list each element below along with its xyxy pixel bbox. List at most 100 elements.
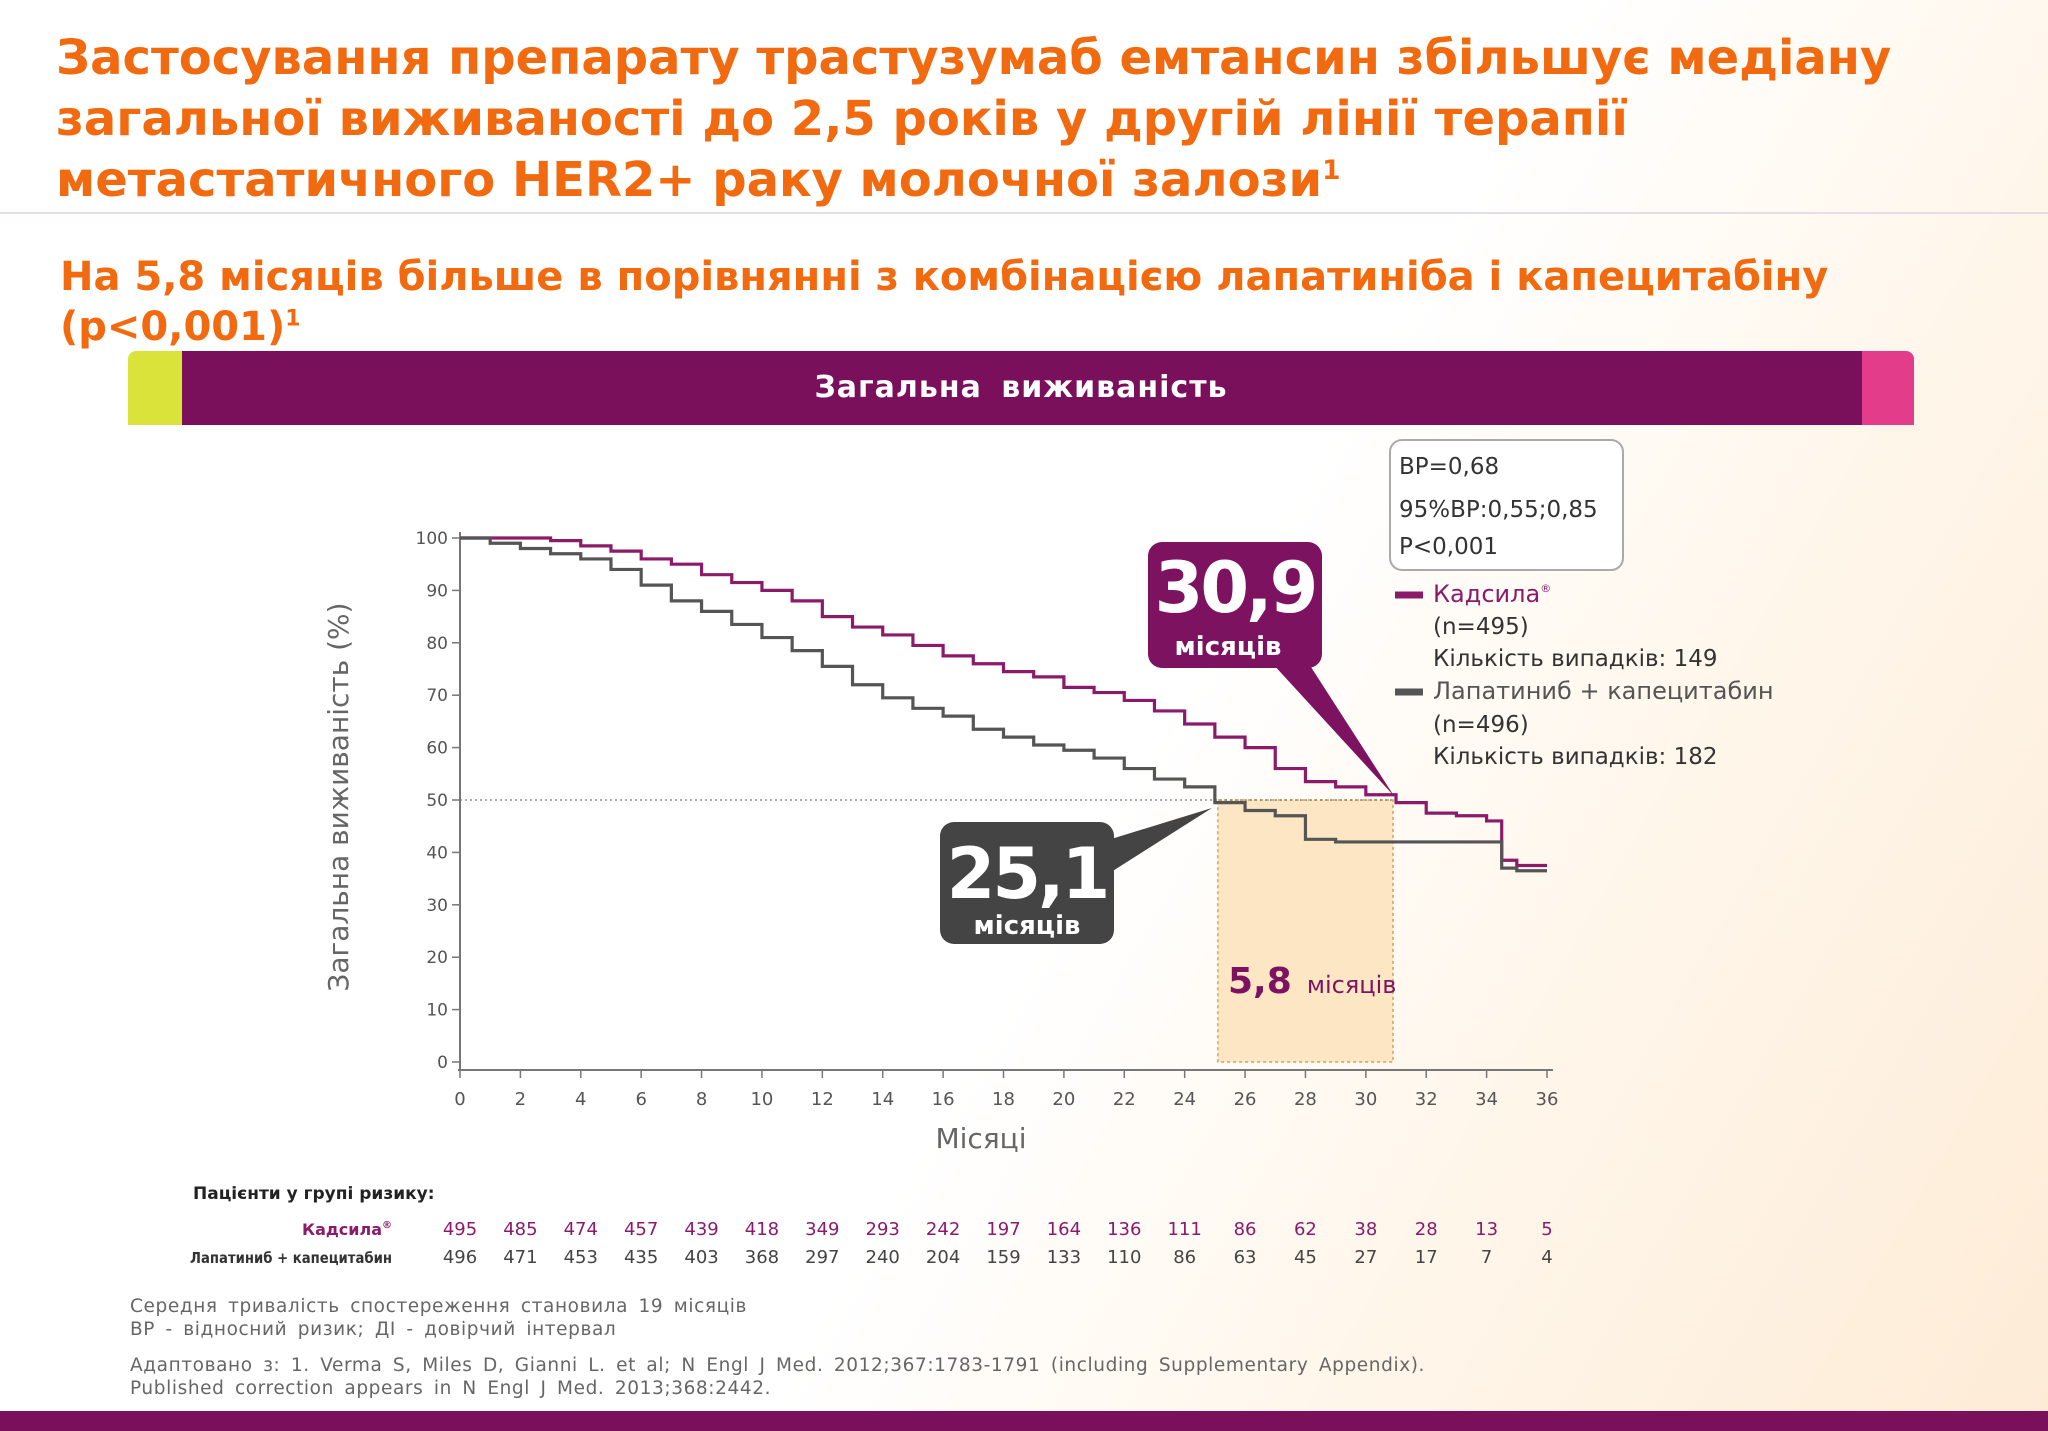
- x-tick-label: 8: [696, 1089, 707, 1110]
- x-tick-label: 4: [575, 1089, 586, 1110]
- risk-value-lapatinib: 4: [1541, 1247, 1552, 1268]
- y-axis-title: Загальна виживаність (%): [322, 602, 355, 991]
- risk-value-kadsyla: 485: [503, 1219, 537, 1240]
- x-tick-label: 28: [1294, 1089, 1317, 1110]
- legend-events-lapatinib: Кількість випадків: 182: [1433, 744, 1718, 770]
- footnote-correction: Published correction appears in N Engl J…: [130, 1378, 772, 1399]
- banner-accent-left: [128, 351, 182, 425]
- y-tick-label: 10: [426, 1001, 448, 1021]
- stats-ci: 95%ВР:0,55;0,85: [1399, 497, 1598, 523]
- risk-value-kadsyla: 164: [1047, 1219, 1081, 1240]
- risk-value-kadsyla: 418: [745, 1219, 779, 1240]
- y-tick-label: 50: [426, 791, 448, 811]
- risk-value-kadsyla: 38: [1354, 1219, 1377, 1240]
- page-subtitle: На 5,8 місяців більше в порівнянні з ком…: [60, 252, 2040, 352]
- page-title: Застосування препарату трастузумаб емтан…: [56, 28, 2016, 211]
- risk-row-label-kadsyla: Кадсила®: [302, 1220, 392, 1239]
- risk-value-kadsyla: 293: [866, 1219, 900, 1240]
- footnote-reference: Адаптовано з: 1. Verma S, Miles D, Giann…: [130, 1355, 1426, 1376]
- risk-value-lapatinib: 240: [866, 1247, 900, 1268]
- risk-value-kadsyla: 474: [564, 1219, 598, 1240]
- risk-value-kadsyla: 28: [1415, 1219, 1438, 1240]
- risk-value-lapatinib: 27: [1354, 1247, 1377, 1268]
- difference-highlight: [1217, 799, 1394, 1063]
- y-tick-label: 80: [426, 634, 448, 654]
- risk-value-lapatinib: 86: [1173, 1247, 1196, 1268]
- risk-table-title: Пацієнти у групі ризику:: [193, 1184, 435, 1204]
- risk-value-kadsyla: 111: [1167, 1219, 1201, 1240]
- difference-unit: місяців: [1307, 971, 1397, 999]
- x-tick-label: 14: [871, 1089, 894, 1110]
- title-line-3: метастатичного HER2+ раку молочної залоз…: [56, 152, 1323, 208]
- risk-value-lapatinib: 133: [1047, 1247, 1081, 1268]
- risk-value-lapatinib: 368: [745, 1247, 779, 1268]
- difference-label: 5,8 місяців: [1228, 961, 1396, 1002]
- difference-value: 5,8: [1228, 961, 1292, 1002]
- legend-label-lapatinib: Лапатиниб + капецитабин: [1433, 677, 1774, 705]
- banner-label: Загальна виживаність: [814, 370, 1228, 405]
- risk-value-lapatinib: 7: [1481, 1247, 1492, 1268]
- risk-value-kadsyla: 136: [1107, 1219, 1141, 1240]
- legend-n-kadsyla: (n=495): [1433, 614, 1529, 640]
- risk-value-lapatinib: 403: [684, 1247, 718, 1268]
- footer-bar: [0, 1411, 2048, 1431]
- risk-value-lapatinib: 453: [564, 1247, 598, 1268]
- risk-value-lapatinib: 17: [1415, 1247, 1438, 1268]
- x-tick-label: 22: [1113, 1089, 1136, 1110]
- risk-value-kadsyla: 197: [986, 1219, 1020, 1240]
- x-tick-label: 30: [1354, 1089, 1377, 1110]
- footnote-abbreviations: ВР - відносний ризик; ДІ - довірчий інте…: [130, 1319, 617, 1340]
- risk-value-lapatinib: 45: [1294, 1247, 1317, 1268]
- risk-value-kadsyla: 457: [624, 1219, 658, 1240]
- x-tick-label: 20: [1052, 1089, 1075, 1110]
- x-tick-label: 34: [1475, 1089, 1498, 1110]
- risk-value-kadsyla: 86: [1234, 1219, 1257, 1240]
- risk-value-kadsyla: 62: [1294, 1219, 1317, 1240]
- x-axis-title: Місяці: [935, 1122, 1026, 1155]
- stats-p: P<0,001: [1399, 534, 1498, 560]
- title-line-2: загальної виживаності до 2,5 років у дру…: [56, 91, 1628, 147]
- x-tick-label: 26: [1234, 1089, 1257, 1110]
- x-tick-label: 24: [1173, 1089, 1196, 1110]
- risk-value-kadsyla: 242: [926, 1219, 960, 1240]
- x-tick-label: 2: [515, 1089, 526, 1110]
- risk-value-kadsyla: 349: [805, 1219, 839, 1240]
- title-line-1: Застосування препарату трастузумаб емтан…: [56, 30, 1892, 86]
- y-tick-label: 100: [416, 529, 448, 549]
- risk-value-lapatinib: 496: [443, 1247, 477, 1268]
- lapatinib-callout-pointer: [1108, 808, 1212, 874]
- title-divider: [0, 212, 2048, 214]
- y-tick-label: 40: [426, 843, 448, 863]
- x-tick-label: 36: [1536, 1089, 1559, 1110]
- risk-table-values: 495 485 474 457 439 418 349 293 242 197 164 136 111 8…: [443, 1219, 1553, 1268]
- kadsyla-callout-unit: місяців: [1175, 632, 1282, 662]
- risk-value-kadsyla: 13: [1475, 1219, 1498, 1240]
- kadsyla-callout-value: 30,9: [1155, 547, 1316, 629]
- risk-value-lapatinib: 63: [1234, 1247, 1257, 1268]
- risk-value-lapatinib: 110: [1107, 1247, 1141, 1268]
- risk-value-kadsyla: 495: [443, 1219, 477, 1240]
- x-tick-label: 0: [454, 1089, 465, 1110]
- stats-hr: ВР=0,68: [1399, 454, 1499, 480]
- footnote-followup: Середня тривалість спостереження станови…: [130, 1296, 748, 1317]
- kadsyla-callout-pointer: [1260, 650, 1394, 796]
- y-tick-label: 0: [437, 1053, 448, 1073]
- y-tick-label: 90: [426, 581, 448, 601]
- y-tick-label: 70: [426, 686, 448, 706]
- risk-value-lapatinib: 159: [986, 1247, 1020, 1268]
- x-tick-label: 16: [932, 1089, 955, 1110]
- legend: Кадсила® (n=495) Кількість випадків: 149…: [1395, 580, 1774, 770]
- risk-row-label-lapatinib: Лапатиниб + капецитабин: [190, 1249, 392, 1267]
- risk-value-lapatinib: 297: [805, 1247, 839, 1268]
- legend-events-kadsyla: Кількість випадків: 149: [1433, 646, 1718, 672]
- y-tick-label: 20: [426, 948, 448, 968]
- banner-accent-right: [1862, 351, 1914, 425]
- lapatinib-callout-value: 25,1: [947, 833, 1108, 915]
- kadsyla-callout-box: [1148, 542, 1322, 668]
- subtitle-reference-mark: 1: [285, 306, 301, 332]
- legend-label-kadsyla: Кадсила®: [1433, 580, 1551, 608]
- risk-value-kadsyla: 439: [684, 1219, 718, 1240]
- y-tick-label: 60: [426, 739, 448, 759]
- kadsyla-survival-line: [460, 536, 1547, 868]
